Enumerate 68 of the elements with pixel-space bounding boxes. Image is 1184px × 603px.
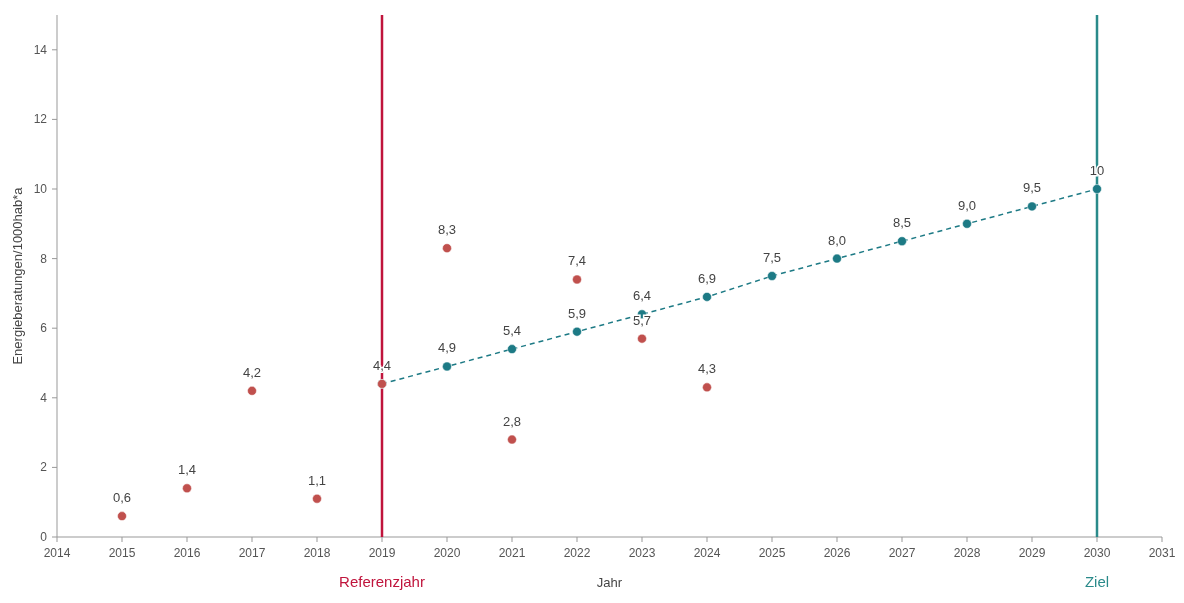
point: [962, 219, 972, 229]
data-label: 5,7: [632, 312, 652, 328]
data-label: 8,5: [892, 215, 912, 231]
x-tick-label: 2020: [433, 546, 461, 560]
point: [507, 344, 517, 354]
data-label: 1,4: [177, 462, 197, 478]
point: [182, 483, 192, 494]
point: [702, 382, 712, 393]
x-tick-label: 2014: [43, 546, 71, 560]
data-label: 6,9: [697, 270, 717, 286]
x-tick-label: 2017: [238, 546, 266, 560]
ref-line-label: Referenzjahr: [339, 573, 425, 590]
y-tick-label: 6: [40, 321, 48, 336]
data-label: 9,0: [957, 197, 977, 213]
point: [442, 243, 452, 253]
x-tick-label: 2019: [368, 546, 396, 560]
y-tick-label: 14: [33, 42, 48, 57]
ref-line-label: Ziel: [1084, 573, 1110, 590]
data-label: 5,4: [502, 323, 522, 339]
y-tick-label: 8: [40, 251, 48, 266]
x-tick-label: 2027: [888, 546, 916, 560]
x-tick-label: 2024: [693, 546, 721, 560]
point: [897, 236, 907, 246]
point: [767, 271, 777, 281]
point: [312, 493, 322, 504]
x-tick-label: 2015: [108, 546, 136, 560]
point: [702, 292, 712, 302]
x-tick-label: 2023: [628, 546, 656, 560]
data-label: 7,4: [567, 253, 587, 269]
point: [247, 386, 257, 396]
x-tick-label: 2021: [498, 546, 526, 560]
data-label: 4,3: [697, 361, 717, 377]
x-tick-label: 2018: [303, 546, 331, 560]
x-tick-label: 2029: [1018, 546, 1046, 560]
x-tick-label: 2016: [173, 546, 201, 560]
x-tick-label: 2025: [758, 546, 786, 560]
x-tick-label: 2028: [953, 546, 981, 560]
point: [572, 274, 582, 285]
y-tick-label: 10: [33, 182, 48, 196]
point: [442, 361, 452, 372]
data-label: 2,8: [502, 413, 522, 429]
x-axis-title: Jahr: [596, 575, 623, 590]
point: [832, 253, 842, 264]
x-tick-label: 2030: [1083, 546, 1111, 560]
data-label: 7,5: [762, 250, 782, 265]
point: [1092, 184, 1102, 194]
data-label: 4,2: [242, 364, 262, 380]
x-tick-label: 2022: [563, 546, 591, 560]
data-label: 1,1: [307, 472, 327, 488]
point: [1027, 201, 1037, 212]
point: [117, 511, 127, 521]
data-label: 4,9: [437, 340, 457, 356]
data-label: 6,4: [632, 288, 652, 304]
y-tick-label: 0: [40, 530, 48, 544]
point: [507, 434, 517, 445]
data-label: 9,5: [1022, 180, 1042, 196]
data-label: 0,6: [112, 490, 132, 506]
data-label: 8,0: [827, 232, 847, 248]
y-tick-label: 4: [40, 390, 48, 405]
point: [572, 326, 582, 337]
point: [637, 333, 647, 344]
x-tick-label: 2026: [823, 546, 851, 560]
data-label: 5,9: [567, 305, 587, 321]
x-tick-label: 2031: [1148, 546, 1176, 560]
y-tick-label: 12: [33, 112, 48, 127]
data-label: 8,3: [437, 222, 457, 238]
y-tick-label: 2: [40, 460, 48, 475]
y-axis-title: Energieberatungen/1000hab*a: [10, 186, 25, 365]
